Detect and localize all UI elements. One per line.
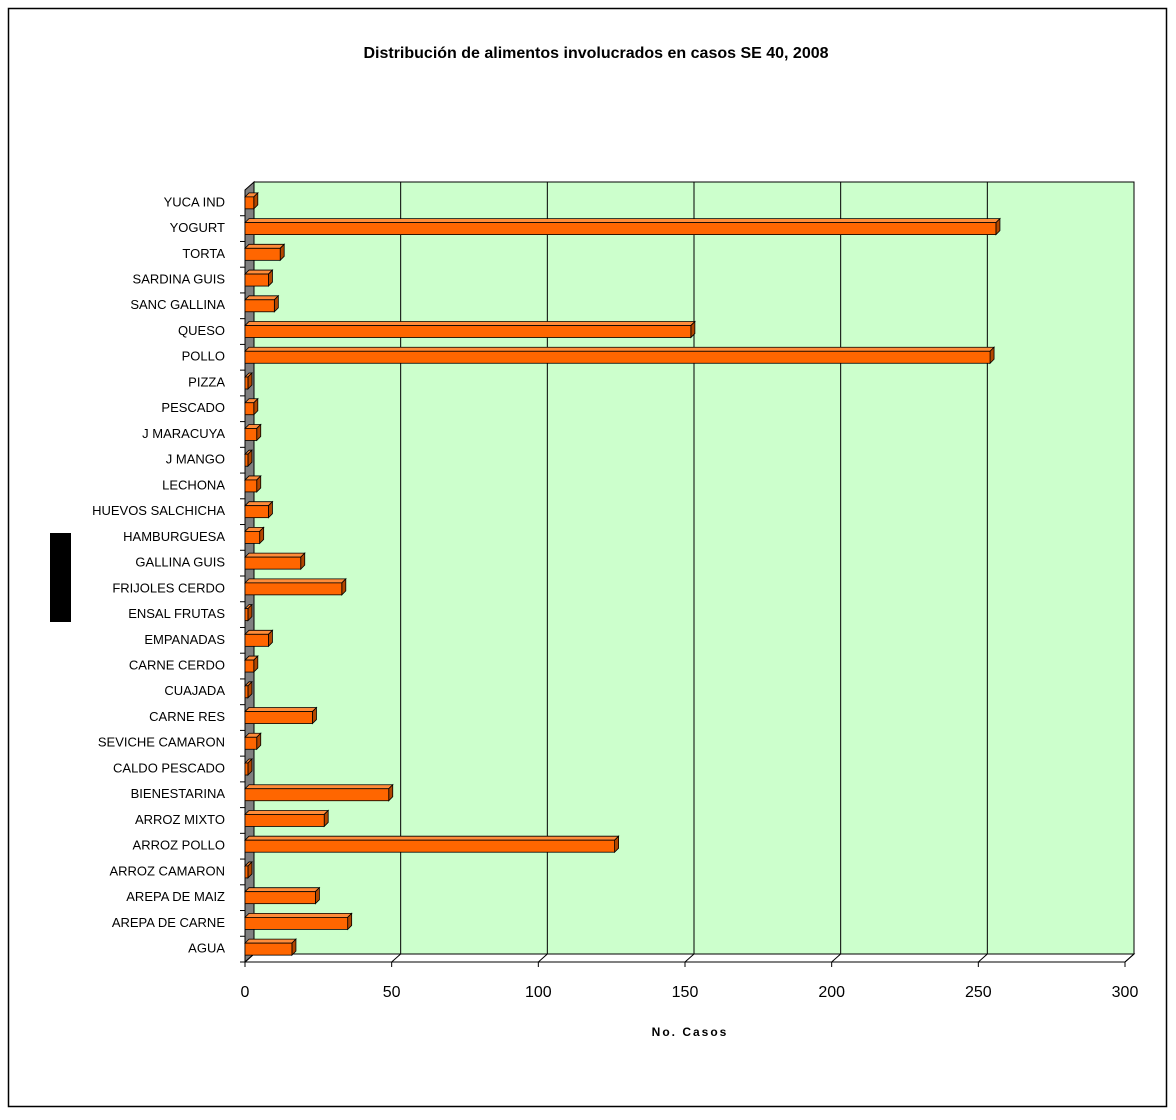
bar <box>244 222 997 236</box>
bar-top <box>244 218 1001 224</box>
y-tick-label: TORTA <box>182 246 225 261</box>
y-tick-label: SEVICHE CAMARON <box>98 735 225 750</box>
bar <box>244 453 249 467</box>
bar-top <box>244 269 274 275</box>
bar <box>244 196 255 210</box>
bar <box>244 788 390 802</box>
bar <box>244 711 313 724</box>
y-tick-label: J MANGO <box>166 452 225 467</box>
bar-top <box>244 784 394 790</box>
bar <box>244 762 249 776</box>
bar <box>244 736 258 750</box>
x-tick-label: 100 <box>525 984 552 1001</box>
y-tick-label: CALDO PESCADO <box>113 760 225 775</box>
x-tick-label: 300 <box>1112 984 1139 1001</box>
bar <box>244 917 349 930</box>
bar <box>244 659 255 673</box>
bar <box>244 350 991 364</box>
bar <box>244 633 269 647</box>
bar-top <box>244 346 996 352</box>
artifact-block <box>50 533 71 622</box>
bar-top <box>244 295 280 301</box>
bar <box>244 531 261 544</box>
bar-top <box>244 835 620 841</box>
chart-title: Distribución de alimentos involucrados e… <box>363 45 828 62</box>
bar-top <box>244 578 347 584</box>
bar <box>244 839 616 853</box>
bar <box>244 505 269 519</box>
bar <box>244 479 258 493</box>
bar <box>244 299 275 313</box>
y-tick-label: PIZZA <box>188 374 225 389</box>
bar-top <box>244 810 330 815</box>
bar <box>244 428 258 441</box>
bar-top <box>244 629 274 635</box>
floor-grid-line <box>391 953 401 963</box>
bar <box>244 325 692 338</box>
floor-grid-line <box>978 953 988 963</box>
y-tick-label: AREPA DE CARNE <box>112 915 226 930</box>
bar-top <box>244 887 321 893</box>
x-tick-label: 200 <box>818 984 845 1001</box>
y-tick-label: YUCA IND <box>164 194 225 209</box>
bar-top <box>244 552 306 558</box>
bar <box>244 891 316 905</box>
bar <box>244 402 255 416</box>
y-tick-label: GALLINA GUIS <box>135 555 225 570</box>
bar <box>244 582 343 596</box>
bar <box>244 247 281 261</box>
y-tick-label: CARNE CERDO <box>129 658 225 673</box>
y-tick-label: J MARACUYA <box>142 426 225 441</box>
y-tick-label: SANC GALLINA <box>130 297 225 312</box>
y-tick-label: CARNE RES <box>149 709 225 724</box>
floor-grid-line <box>538 953 548 963</box>
y-tick-label: ENSAL FRUTAS <box>128 606 225 621</box>
bar <box>244 608 249 621</box>
bar <box>244 685 249 699</box>
y-tick-label: BIENESTARINA <box>131 786 226 801</box>
bar <box>244 942 293 956</box>
bar <box>244 376 249 390</box>
bar <box>244 273 269 287</box>
bar-top <box>244 913 353 918</box>
y-tick-label: AREPA DE MAIZ <box>126 889 225 904</box>
y-tick-label: PESCADO <box>161 400 225 415</box>
x-tick-label: 150 <box>672 984 699 1001</box>
x-axis-title: No. Casos <box>652 1025 729 1039</box>
y-tick-label: QUESO <box>178 323 225 338</box>
bar <box>244 814 325 827</box>
bar <box>244 865 249 879</box>
floor-grid-line <box>831 953 841 963</box>
y-tick-label: AGUA <box>188 941 225 956</box>
y-tick-label: HUEVOS SALCHICHA <box>92 503 225 518</box>
y-tick-label: CUAJADA <box>164 683 225 698</box>
y-tick-label: YOGURT <box>170 220 225 235</box>
x-tick-label: 0 <box>241 984 250 1001</box>
y-tick-label: ARROZ CAMARON <box>109 863 225 878</box>
bar-top <box>244 707 318 712</box>
y-tick-label: SARDINA GUIS <box>133 272 226 287</box>
bar-top <box>244 501 274 507</box>
y-tick-label: LECHONA <box>162 477 225 492</box>
bar-top <box>244 938 297 944</box>
y-tick-label: POLLO <box>182 349 225 364</box>
bar-top <box>244 243 286 249</box>
floor-grid-line <box>684 953 695 963</box>
y-tick-label: HAMBURGUESA <box>123 529 225 544</box>
x-tick-label: 50 <box>383 984 401 1001</box>
y-tick-label: ARROZ MIXTO <box>135 812 225 827</box>
x-tick-label: 250 <box>965 984 992 1001</box>
y-tick-label: EMPANADAS <box>144 632 225 647</box>
bar <box>244 556 302 570</box>
y-tick-label: FRIJOLES CERDO <box>112 580 225 595</box>
bar-top <box>244 321 696 326</box>
floor-grid-line <box>1124 953 1135 963</box>
y-tick-label: ARROZ POLLO <box>133 838 225 853</box>
